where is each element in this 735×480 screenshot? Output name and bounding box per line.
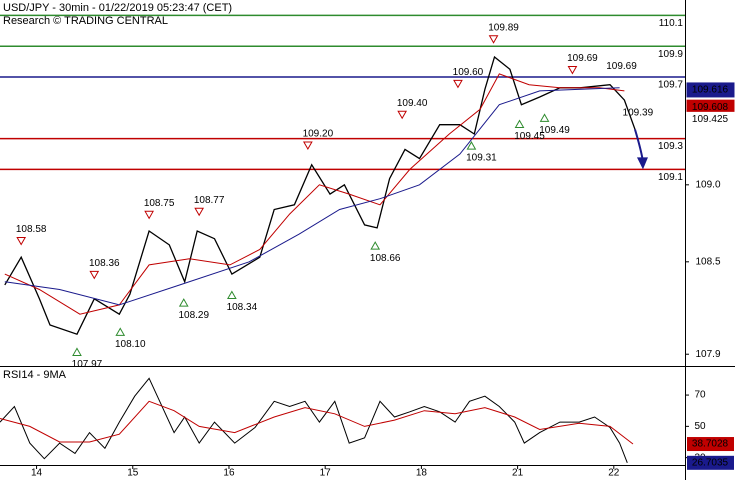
y-tick-label: 108.5: [695, 256, 720, 267]
rsi-tag: [687, 437, 734, 452]
resistance-marker: [144, 210, 154, 220]
resistance-marker: [194, 207, 205, 217]
chart-title: USD/JPY - 30min - 01/22/2019 05:23:47 (C…: [3, 2, 232, 14]
x-tick-label: 18: [416, 468, 428, 479]
annotation-label: 108.58: [16, 224, 47, 235]
price-tag: [686, 111, 735, 127]
forecast-arrowhead: [636, 157, 648, 170]
resistance-marker: [488, 35, 499, 44]
annotation-label: 107.97: [72, 359, 103, 370]
x-tick-label: 16: [223, 468, 235, 479]
price-tag-label: 109.425: [692, 114, 729, 125]
resistance-marker: [567, 66, 578, 75]
resistance-marker: [303, 141, 313, 151]
series-line: [0, 400, 634, 445]
x-tick-label: 17: [320, 468, 332, 479]
y-tick-label: 109.0: [695, 179, 720, 190]
support-marker: [514, 119, 525, 129]
price-tag-label: 109.608: [692, 102, 729, 113]
annotation-label: 109.20: [303, 129, 334, 140]
series-line: [4, 87, 620, 306]
annotation-label: 108.34: [227, 302, 258, 313]
resistance-marker: [453, 79, 463, 89]
annotation-label: 108.29: [178, 310, 209, 321]
x-tick-label: 21: [512, 468, 524, 479]
series-line: [0, 377, 628, 463]
annotation-label: 109.49: [539, 125, 570, 136]
resistance-marker: [397, 110, 408, 120]
annotation-label: 109.31: [466, 153, 497, 164]
annotation-label: 109.40: [397, 98, 428, 109]
series-line: [4, 73, 625, 315]
annotation-label: 108.66: [370, 253, 401, 264]
annotation-label: 108.10: [115, 339, 146, 350]
annotation-label: 109.89: [488, 22, 519, 33]
annotation-label: 109.60: [453, 67, 484, 78]
support-marker: [72, 347, 82, 356]
rsi-title: RSI14 - 9MA: [3, 369, 67, 381]
price-tag-label: 109.616: [692, 85, 729, 96]
x-tick-label: 22: [608, 468, 620, 479]
support-marker: [539, 113, 550, 122]
annotation-label: 108.77: [194, 195, 225, 206]
level-label: 109.7: [658, 80, 683, 91]
rsi-y-tick-label: 50: [694, 421, 706, 432]
support-marker: [115, 327, 126, 336]
annotation-label: 108.36: [89, 258, 120, 269]
level-label: 109.3: [658, 141, 683, 152]
annotation-label: 109.39: [623, 107, 654, 118]
support-marker: [370, 241, 381, 250]
rsi-tag-label: 26.7035: [692, 457, 729, 468]
level-label: 109.1: [658, 172, 683, 183]
chart-subtitle: Research © TRADING CENTRAL: [3, 15, 168, 27]
y-tick-label: 107.9: [695, 349, 720, 360]
support-marker: [466, 141, 477, 150]
x-tick-label: 14: [31, 468, 43, 479]
resistance-marker: [16, 236, 27, 246]
support-marker: [178, 298, 189, 307]
level-label: 109.9: [658, 49, 683, 60]
price-tag: [686, 82, 735, 98]
series-line: [4, 55, 636, 335]
x-tick-label: 15: [127, 468, 139, 479]
annotation-label: 108.75: [144, 198, 175, 209]
level-label: 110.1: [659, 18, 684, 29]
rsi-tag-label: 38.7028: [692, 439, 729, 450]
annotation-label: 109.45: [514, 131, 545, 142]
annotation-label: 109.69: [606, 61, 637, 72]
rsi-tag: [687, 455, 734, 470]
resistance-marker: [89, 270, 100, 280]
rsi-y-tick-label: 70: [694, 390, 706, 401]
annotation-label: 109.69: [567, 53, 598, 64]
support-marker: [226, 290, 237, 299]
